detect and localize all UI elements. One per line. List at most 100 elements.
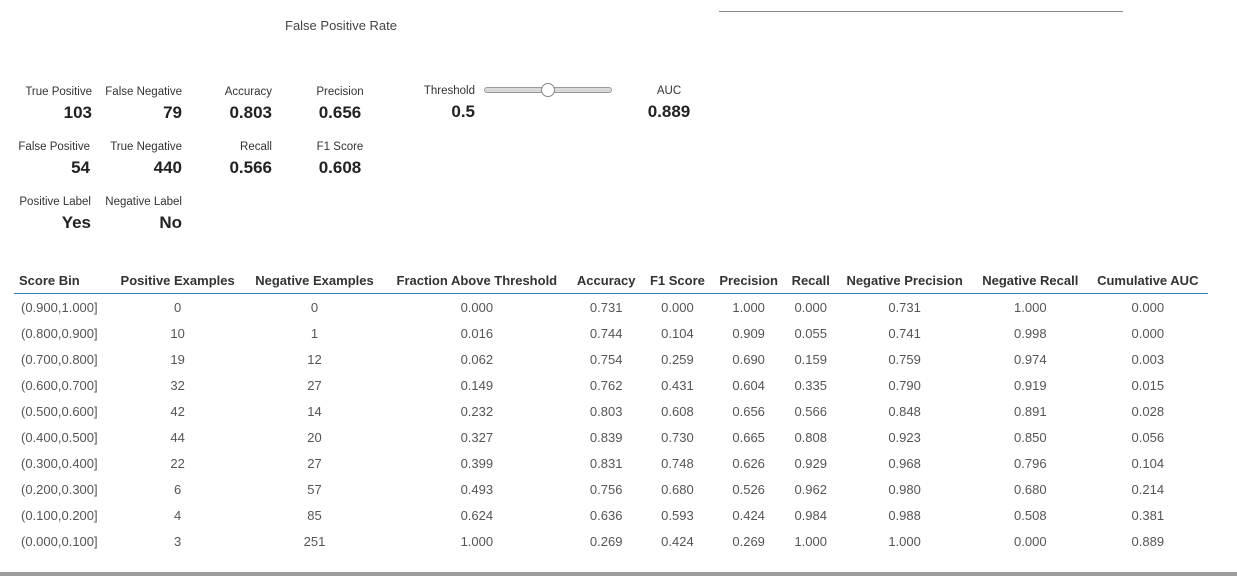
- table-cell: (0.400,0.500]: [21, 429, 98, 445]
- table-cell: 22: [170, 455, 185, 471]
- table-cell: 1: [310, 325, 319, 341]
- table-row: (0.700,0.800] 19 12 0.062 0.754 0.259 0.690 0.1…: [14, 346, 1208, 372]
- table-cell: 0.000: [1014, 533, 1047, 549]
- table-cell: 0.744: [589, 325, 623, 341]
- chart-top-rule: [719, 11, 1123, 12]
- table-cell: 0.232: [460, 403, 494, 419]
- positive-label-metric: Positive Label Yes: [14, 196, 91, 233]
- table-cell: 0.399: [460, 455, 494, 471]
- table-cell: 0.424: [732, 507, 765, 523]
- table-cell: 0.062: [460, 351, 494, 367]
- table-cell: 0.803: [589, 403, 623, 419]
- table-cell: 0.055: [794, 325, 827, 341]
- table-cell: 0.104: [661, 325, 694, 341]
- column-header[interactable]: Negative Precision: [836, 269, 974, 294]
- table-cell: 19: [170, 351, 185, 367]
- table-cell: 0.929: [794, 455, 827, 471]
- column-header[interactable]: Negative Examples: [244, 269, 385, 294]
- table-cell: 0.984: [794, 507, 827, 523]
- threshold-value: 0.5: [451, 102, 475, 121]
- table-cell: 0.762: [589, 377, 623, 393]
- table-cell: 0.214: [1131, 481, 1165, 497]
- accuracy-metric: Accuracy 0.803: [210, 86, 272, 123]
- x-axis-title: False Positive Rate: [285, 18, 397, 33]
- table-cell: 0.731: [589, 299, 623, 315]
- negative-label-value: No: [159, 213, 182, 232]
- bottom-scrollbar[interactable]: [0, 572, 1237, 576]
- table-cell: 0.508: [1014, 507, 1047, 523]
- table-cell: 0.381: [1131, 507, 1165, 523]
- table-cell: 14: [307, 403, 322, 419]
- table-cell: 0.790: [888, 377, 921, 393]
- column-header[interactable]: Cumulative AUC: [1087, 269, 1208, 294]
- table-cell: 0.269: [589, 533, 623, 549]
- table-cell: 0.269: [732, 533, 765, 549]
- column-header[interactable]: F1 Score: [642, 269, 713, 294]
- table-cell: 0.730: [661, 429, 694, 445]
- true-negative-metric: True Negative 440: [100, 141, 182, 178]
- table-row: (0.400,0.500] 44 20 0.327 0.839 0.730 0.665 0.8…: [14, 424, 1208, 450]
- table-cell: 0.000: [1131, 299, 1165, 315]
- auc-value: 0.889: [647, 102, 691, 121]
- precision-label: Precision: [316, 86, 364, 98]
- table-cell: 0.626: [732, 455, 765, 471]
- score-bin-table: Score Bin Positive Examples Negative Examp…: [14, 269, 1208, 554]
- table-cell: 0: [310, 299, 319, 315]
- table-cell: 0.808: [794, 429, 827, 445]
- table-cell: 0.015: [1131, 377, 1165, 393]
- column-header[interactable]: Fraction Above Threshold: [384, 269, 570, 294]
- table-cell: 3: [174, 533, 182, 549]
- accuracy-value: 0.803: [229, 103, 272, 122]
- false-negative-value: 79: [163, 103, 182, 122]
- table-cell: 0.796: [1014, 455, 1047, 471]
- table-cell: 0.909: [732, 325, 765, 341]
- f1-score-value: 0.608: [318, 158, 362, 177]
- table-cell: 0.850: [1014, 429, 1047, 445]
- table-cell: 0.680: [1014, 481, 1047, 497]
- column-header[interactable]: Score Bin: [14, 269, 111, 294]
- table-cell: 0.974: [1014, 351, 1047, 367]
- threshold-slider-handle[interactable]: [541, 83, 555, 97]
- table-cell: 0.690: [732, 351, 765, 367]
- false-negative-metric: False Negative 79: [100, 86, 182, 123]
- table-cell: 0.998: [1014, 325, 1047, 341]
- column-header[interactable]: Precision: [712, 269, 786, 294]
- column-header[interactable]: Negative Recall: [973, 269, 1088, 294]
- table-cell: (0.900,1.000]: [21, 299, 98, 315]
- table-cell: 0.604: [732, 377, 765, 393]
- table-row: (0.800,0.900] 10 1 0.016 0.744 0.104 0.909 0.05…: [14, 320, 1208, 346]
- table-cell: 0.327: [460, 429, 494, 445]
- column-header[interactable]: Recall: [785, 269, 837, 294]
- table-cell: 0.665: [732, 429, 765, 445]
- table-cell: 0.000: [1131, 325, 1165, 341]
- auc-label: AUC: [656, 85, 682, 97]
- table-cell: 0.624: [460, 507, 494, 523]
- table-cell: 0.056: [1131, 429, 1165, 445]
- f1-score-label: F1 Score: [316, 141, 364, 153]
- table-cell: 20: [307, 429, 322, 445]
- table-cell: 0.593: [661, 507, 694, 523]
- table-cell: 0.919: [1014, 377, 1047, 393]
- table-cell: (0.300,0.400]: [21, 455, 98, 471]
- table-cell: 1.000: [732, 299, 765, 315]
- table-cell: (0.700,0.800]: [21, 351, 98, 367]
- table-cell: 0.754: [589, 351, 623, 367]
- table-cell: 12: [307, 351, 322, 367]
- true-negative-label: True Negative: [110, 141, 182, 153]
- column-header[interactable]: Positive Examples: [110, 269, 245, 294]
- table-cell: 0.431: [661, 377, 694, 393]
- table-row: (0.000,0.100] 3 251 1.000 0.269 0.424 0.269 1.0…: [14, 528, 1208, 554]
- table-cell: 0.988: [888, 507, 921, 523]
- table-cell: 0.526: [732, 481, 765, 497]
- table-cell: 6: [174, 481, 182, 497]
- table-cell: 0.000: [661, 299, 694, 315]
- table-row: (0.300,0.400] 22 27 0.399 0.831 0.748 0.626 0.9…: [14, 450, 1208, 476]
- table-cell: 0.259: [661, 351, 694, 367]
- table-cell: 0.656: [732, 403, 765, 419]
- false-positive-label: False Positive: [18, 141, 90, 153]
- table-cell: 0.608: [661, 403, 694, 419]
- precision-value: 0.656: [318, 103, 362, 122]
- table-row: (0.100,0.200] 4 85 0.624 0.636 0.593 0.424 0.98…: [14, 502, 1208, 528]
- column-header[interactable]: Accuracy: [569, 269, 643, 294]
- table-cell: 27: [307, 455, 322, 471]
